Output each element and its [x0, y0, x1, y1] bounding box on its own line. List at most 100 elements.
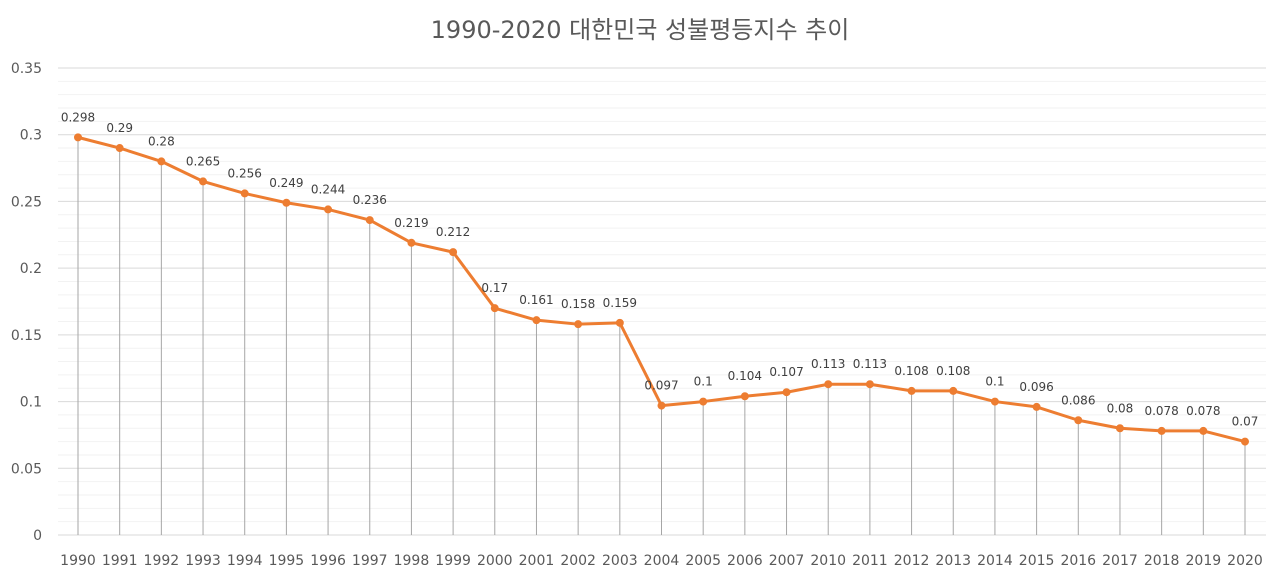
x-tick-label: 1990 [60, 553, 96, 569]
x-axis-tick-labels: 1990 1991 1992 1993 1994 1995 1996 1997 1998 1999… [60, 553, 1263, 569]
data-point[interactable] [574, 320, 583, 329]
data-label: 0.086 [1061, 393, 1095, 407]
x-tick-label: 2006 [727, 553, 763, 569]
data-label: 0.265 [186, 154, 220, 168]
data-point[interactable] [990, 397, 999, 406]
data-point[interactable] [240, 189, 249, 198]
data-label: 0.078 [1144, 404, 1178, 418]
y-tick-label: 0.2 [20, 261, 42, 277]
data-label: 0.113 [811, 357, 845, 371]
data-point[interactable] [1157, 426, 1166, 435]
data-label: 0.158 [561, 297, 595, 311]
data-label: 0.244 [311, 182, 345, 196]
y-tick-label: 0.25 [11, 194, 42, 210]
data-point[interactable] [740, 392, 749, 401]
x-tick-label: 2015 [1019, 553, 1055, 569]
data-point[interactable] [865, 380, 874, 389]
x-tick-label: 2010 [810, 553, 846, 569]
data-label: 0.108 [936, 364, 970, 378]
drop-lines [77, 137, 1246, 535]
data-point[interactable] [824, 380, 833, 389]
x-tick-label: 2018 [1144, 553, 1180, 569]
data-label: 0.108 [894, 364, 928, 378]
x-tick-label: 2005 [685, 553, 721, 569]
data-point[interactable] [282, 198, 291, 207]
x-tick-label: 2014 [977, 553, 1013, 569]
x-tick-label: 2011 [852, 553, 888, 569]
data-point[interactable] [407, 238, 416, 247]
x-tick-label: 2003 [602, 553, 638, 569]
data-label: 0.104 [728, 369, 762, 383]
x-tick-label: 2002 [560, 553, 596, 569]
data-point[interactable] [365, 216, 374, 225]
data-point[interactable] [1199, 426, 1208, 435]
data-label: 0.236 [353, 193, 387, 207]
data-point[interactable] [949, 386, 958, 395]
x-tick-label: 2012 [894, 553, 930, 569]
data-point[interactable] [1074, 416, 1083, 425]
x-tick-label: 2016 [1060, 553, 1096, 569]
data-label: 0.219 [394, 216, 428, 230]
x-tick-label: 1993 [185, 553, 221, 569]
data-point[interactable] [1241, 437, 1249, 446]
data-point[interactable] [699, 397, 708, 406]
data-label: 0.1 [694, 375, 713, 389]
x-tick-label: 2004 [644, 553, 680, 569]
x-tick-label: 2013 [935, 553, 971, 569]
data-point[interactable] [615, 318, 624, 327]
x-tick-label: 1994 [227, 553, 263, 569]
data-label: 0.161 [519, 293, 553, 307]
data-point[interactable] [449, 248, 458, 257]
y-tick-label: 0.35 [11, 61, 42, 77]
data-labels: 0.298 0.29 0.28 0.265 0.256 0.249 0.244 0.236 0.… [61, 110, 1259, 428]
data-point[interactable] [157, 157, 166, 166]
data-label: 0.08 [1107, 401, 1134, 415]
x-tick-label: 2001 [519, 553, 555, 569]
x-tick-label: 1999 [435, 553, 471, 569]
data-label: 0.159 [603, 296, 637, 310]
data-label: 0.1 [985, 375, 1004, 389]
x-tick-label: 1992 [144, 553, 180, 569]
data-label: 0.07 [1232, 415, 1259, 429]
data-points [74, 133, 1249, 446]
data-point[interactable] [490, 304, 499, 313]
x-tick-label: 1997 [352, 553, 388, 569]
data-point[interactable] [74, 133, 82, 142]
x-tick-label: 1995 [269, 553, 305, 569]
x-tick-label: 1991 [102, 553, 138, 569]
data-label: 0.28 [148, 134, 175, 148]
y-tick-label: 0.1 [20, 395, 42, 411]
data-point[interactable] [115, 144, 124, 153]
data-point[interactable] [1032, 402, 1041, 411]
data-point[interactable] [1115, 424, 1124, 433]
x-tick-label: 2017 [1102, 553, 1138, 569]
data-label: 0.096 [1019, 380, 1053, 394]
data-label: 0.17 [481, 281, 508, 295]
data-point[interactable] [657, 401, 666, 410]
x-tick-label: 2000 [477, 553, 513, 569]
data-point[interactable] [782, 388, 791, 397]
y-tick-label: 0.15 [11, 328, 42, 344]
data-label: 0.298 [61, 110, 95, 124]
y-axis-tick-labels: 0 0.05 0.1 0.15 0.2 0.25 0.3 0.35 [11, 61, 42, 544]
y-tick-label: 0.05 [11, 461, 42, 477]
x-tick-label: 2020 [1227, 553, 1263, 569]
data-point[interactable] [907, 386, 916, 395]
data-point[interactable] [324, 205, 333, 214]
chart-title: 1990-2020 대한민국 성불평등지수 추이 [430, 16, 850, 44]
x-tick-label: 2007 [769, 553, 805, 569]
data-point[interactable] [532, 316, 541, 325]
data-label: 0.256 [228, 166, 262, 180]
y-tick-label: 0.3 [20, 128, 42, 144]
y-tick-label: 0 [33, 528, 42, 544]
x-tick-label: 1996 [310, 553, 346, 569]
data-point[interactable] [199, 177, 208, 186]
x-tick-label: 2019 [1186, 553, 1222, 569]
data-label: 0.113 [853, 357, 887, 371]
data-label: 0.107 [769, 365, 803, 379]
data-label: 0.097 [644, 379, 678, 393]
data-label: 0.249 [269, 176, 303, 190]
data-label: 0.078 [1186, 404, 1220, 418]
